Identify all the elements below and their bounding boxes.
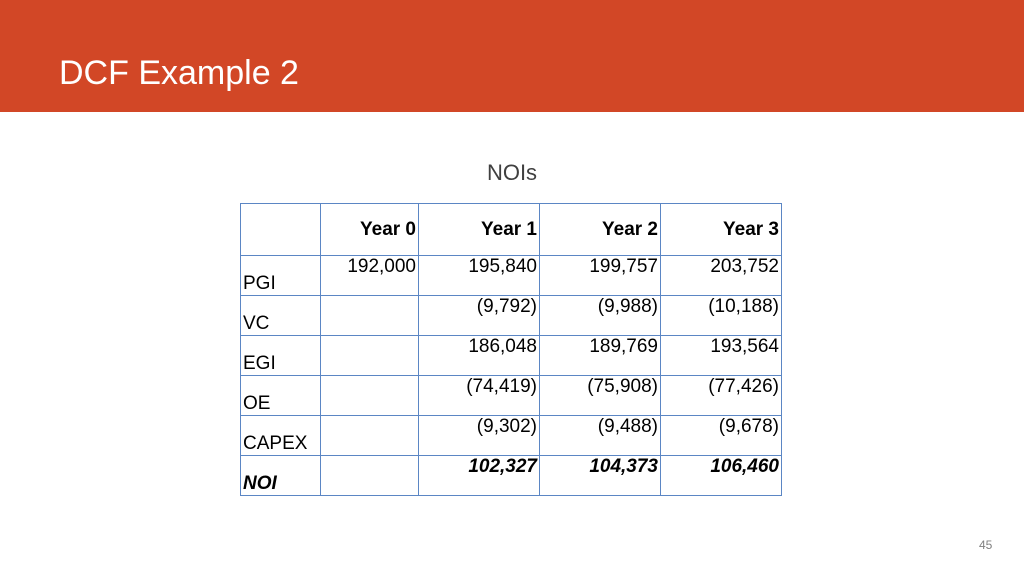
- header-cell: Year 0: [320, 203, 419, 256]
- table-cell: 192,000: [320, 255, 419, 296]
- table-row-total: NOI 102,327 104,373 106,460: [240, 455, 782, 496]
- row-label: EGI: [240, 335, 321, 376]
- row-label: PGI: [240, 255, 321, 296]
- table-cell: 189,769: [539, 335, 661, 376]
- title-banner: [0, 0, 1024, 112]
- slide-title: DCF Example 2: [59, 54, 299, 92]
- table-cell: (9,488): [539, 415, 661, 456]
- table-cell: (9,302): [418, 415, 540, 456]
- row-label: VC: [240, 295, 321, 336]
- row-label: NOI: [240, 455, 321, 496]
- table-cell: 102,327: [418, 455, 540, 496]
- table-cell: 106,460: [660, 455, 782, 496]
- header-cell: Year 3: [660, 203, 782, 256]
- table-header-row: Year 0 Year 1 Year 2 Year 3: [240, 203, 782, 256]
- table-cell: [320, 335, 419, 376]
- table-row: OE (74,419) (75,908) (77,426): [240, 375, 782, 416]
- table-cell: (9,792): [418, 295, 540, 336]
- table-cell: (77,426): [660, 375, 782, 416]
- table-cell: [320, 455, 419, 496]
- table-cell: 199,757: [539, 255, 661, 296]
- header-cell: Year 1: [418, 203, 540, 256]
- table-cell: [320, 295, 419, 336]
- table-cell: (75,908): [539, 375, 661, 416]
- table-row: VC (9,792) (9,988) (10,188): [240, 295, 782, 336]
- table-cell: (10,188): [660, 295, 782, 336]
- header-cell: Year 2: [539, 203, 661, 256]
- table-row: PGI 192,000 195,840 199,757 203,752: [240, 255, 782, 296]
- table-cell: (9,678): [660, 415, 782, 456]
- row-label: OE: [240, 375, 321, 416]
- table-cell: 193,564: [660, 335, 782, 376]
- noi-table: Year 0 Year 1 Year 2 Year 3 PGI 192,000 …: [240, 203, 782, 496]
- page-number: 45: [979, 538, 993, 552]
- table-cell: 186,048: [418, 335, 540, 376]
- table-row: EGI 186,048 189,769 193,564: [240, 335, 782, 376]
- header-cell: [240, 203, 321, 256]
- table-cell: 104,373: [539, 455, 661, 496]
- table-cell: [320, 375, 419, 416]
- table-cell: (9,988): [539, 295, 661, 336]
- table-cell: (74,419): [418, 375, 540, 416]
- table-cell: [320, 415, 419, 456]
- table-cell: 195,840: [418, 255, 540, 296]
- row-label: CAPEX: [240, 415, 321, 456]
- table-cell: 203,752: [660, 255, 782, 296]
- table-caption: NOIs: [486, 160, 538, 185]
- table-row: CAPEX (9,302) (9,488) (9,678): [240, 415, 782, 456]
